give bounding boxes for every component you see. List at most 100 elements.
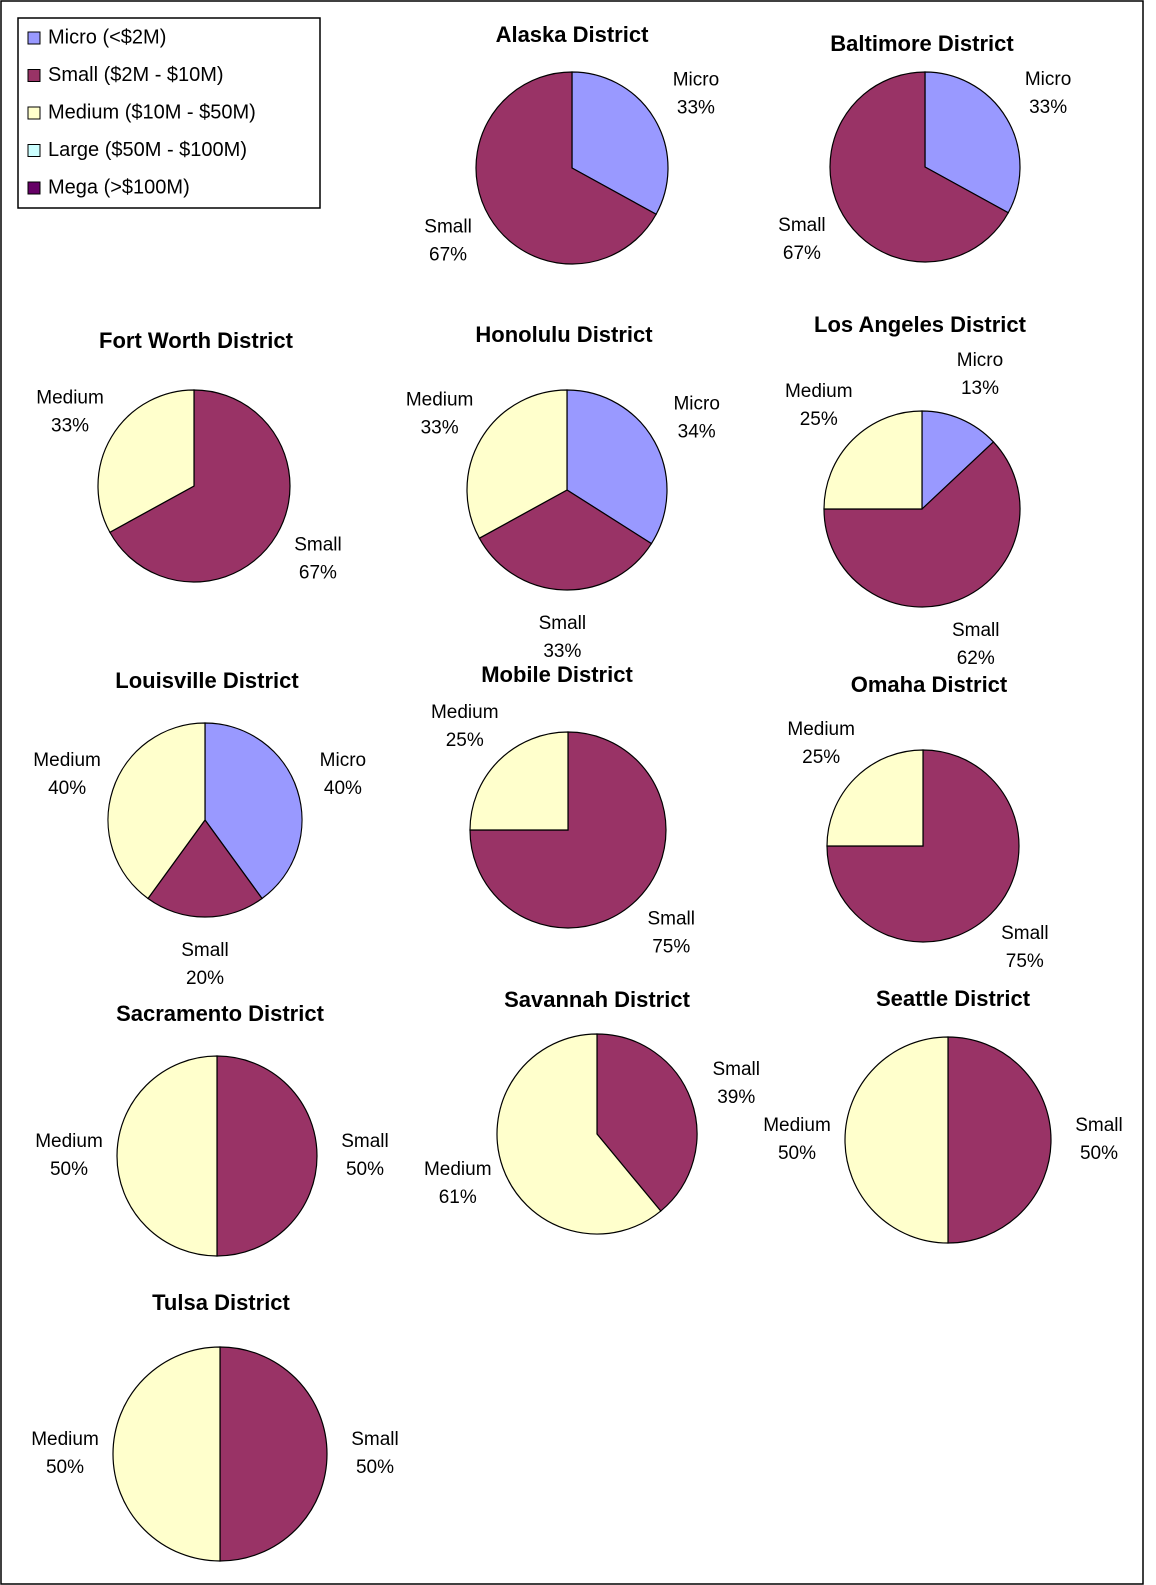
- legend-label: Small ($2M - $10M): [48, 64, 224, 86]
- slice-value: 62%: [957, 648, 995, 669]
- pie-slice: [924, 71, 1021, 214]
- slice-value: 25%: [802, 747, 840, 768]
- pie-slice: [826, 749, 1020, 943]
- slice-name: Small: [341, 1131, 389, 1152]
- slice-value: 39%: [717, 1087, 755, 1108]
- chart-title: Baltimore District: [830, 31, 1014, 56]
- slice-value: 33%: [421, 418, 459, 439]
- slice-value: 50%: [50, 1159, 88, 1180]
- slice-value: 25%: [446, 730, 484, 751]
- slice-value: 50%: [778, 1143, 816, 1164]
- slice-value: 67%: [429, 244, 467, 265]
- slice-name: Medium: [35, 1131, 103, 1152]
- legend-swatch: [27, 69, 41, 82]
- slice-name: Medium: [763, 1115, 831, 1136]
- slice-name: Small: [712, 1059, 760, 1080]
- pie-slice: [219, 1346, 328, 1562]
- slice-name: Micro: [320, 750, 366, 771]
- slice-value: 33%: [677, 98, 715, 119]
- slice-name: Medium: [36, 388, 104, 409]
- slice-name: Small: [351, 1429, 399, 1450]
- slice-value: 34%: [678, 422, 716, 443]
- pie-slice: [826, 749, 924, 847]
- legend-swatch: [27, 31, 41, 45]
- pie-slice: [475, 71, 657, 265]
- pie-slice: [829, 71, 1010, 263]
- chart-title: Fort Worth District: [99, 328, 294, 353]
- chart-title: Savannah District: [504, 987, 691, 1012]
- legend-swatch: [27, 144, 41, 157]
- slice-name: Micro: [1025, 69, 1071, 90]
- slice-name: Micro: [957, 350, 1003, 371]
- pie-slice: [109, 389, 291, 583]
- chart-title: Sacramento District: [116, 1001, 325, 1026]
- pie-slice: [823, 410, 923, 510]
- slice-value: 50%: [356, 1457, 394, 1478]
- pie-slice: [496, 1033, 662, 1235]
- slice-value: 40%: [48, 778, 86, 799]
- chart-title: Los Angeles District: [814, 312, 1027, 337]
- slice-value: 33%: [1029, 97, 1067, 118]
- slice-value: 40%: [324, 778, 362, 799]
- pie-slice: [116, 1055, 218, 1257]
- chart-title: Louisville District: [115, 668, 299, 693]
- chart-title: Seattle District: [876, 986, 1031, 1011]
- chart-title: Mobile District: [481, 662, 633, 687]
- slice-value: 33%: [51, 416, 89, 437]
- slice-name: Small: [424, 216, 472, 237]
- slice-name: Small: [1075, 1115, 1123, 1136]
- slice-name: Medium: [785, 381, 853, 402]
- chart-title: Omaha District: [851, 672, 1008, 697]
- slice-value: 67%: [783, 243, 821, 264]
- slice-name: Small: [294, 534, 342, 555]
- slice-value: 75%: [1006, 951, 1044, 972]
- slice-value: 67%: [299, 562, 337, 583]
- slice-value: 50%: [46, 1457, 84, 1478]
- legend-label: Medium ($10M - $50M): [48, 101, 256, 123]
- slice-value: 25%: [800, 409, 838, 430]
- pie-slice: [571, 71, 669, 216]
- pie-slice: [97, 389, 195, 534]
- pie-slice: [204, 722, 303, 900]
- slice-value: 33%: [543, 641, 581, 662]
- slice-name: Medium: [787, 719, 855, 740]
- slice-name: Medium: [31, 1429, 99, 1450]
- legend-swatch: [27, 106, 41, 120]
- chart-title: Alaska District: [496, 22, 650, 47]
- pie-slice: [844, 1036, 949, 1244]
- slice-name: Small: [181, 940, 229, 961]
- slice-value: 20%: [186, 968, 224, 989]
- pie-slice: [469, 731, 667, 929]
- legend-label: Mega (>$100M): [48, 176, 190, 198]
- slice-name: Medium: [431, 702, 499, 723]
- pie-slice: [947, 1036, 1052, 1244]
- slice-name: Small: [647, 908, 695, 929]
- chart-title: Tulsa District: [152, 1290, 290, 1315]
- pie-slice: [596, 1033, 698, 1212]
- slice-name: Small: [778, 215, 826, 236]
- pie-slice: [823, 441, 1021, 608]
- pie-slice: [107, 722, 206, 900]
- slice-value: 50%: [1080, 1143, 1118, 1164]
- slice-value: 13%: [961, 378, 999, 399]
- slice-value: 61%: [439, 1187, 477, 1208]
- legend-swatch: [27, 181, 41, 195]
- legend-label: Micro (<$2M): [48, 26, 166, 48]
- legend-label: Large ($50M - $100M): [48, 139, 247, 161]
- pie-slice: [466, 389, 568, 539]
- slice-value: 75%: [652, 936, 690, 957]
- pie-slice: [469, 731, 569, 831]
- legend-box: [17, 17, 321, 209]
- pie-slice: [921, 410, 995, 511]
- slice-name: Micro: [673, 70, 719, 91]
- slice-name: Medium: [406, 390, 474, 411]
- pie-slice: [216, 1055, 318, 1257]
- slice-name: Medium: [424, 1159, 492, 1180]
- slice-value: 50%: [346, 1159, 384, 1180]
- slice-name: Small: [539, 613, 587, 634]
- slice-name: Medium: [33, 750, 101, 771]
- slice-name: Small: [1001, 923, 1049, 944]
- slice-name: Micro: [673, 394, 719, 415]
